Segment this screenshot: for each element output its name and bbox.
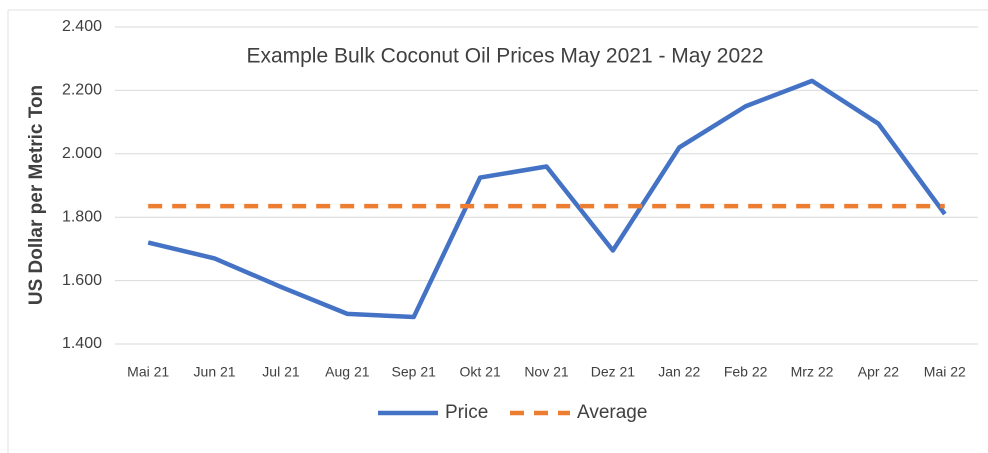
x-tick-label: Dez 21 — [591, 364, 636, 380]
line-0 — [147, 78, 947, 320]
y-tick-label: 1.600 — [62, 272, 102, 289]
y-axis-label: US Dollar per Metric Ton — [26, 85, 47, 305]
y-tick-label: 2.200 — [62, 82, 102, 99]
y-tick-label: 2.400 — [62, 18, 102, 35]
x-tick-label: Mai 21 — [127, 364, 169, 380]
y-tick-label: 1.800 — [62, 208, 102, 225]
x-tick-label: Sep 21 — [392, 364, 437, 380]
y-tick-label: 1.400 — [62, 335, 102, 352]
x-tick-label: Jan 22 — [658, 364, 700, 380]
x-tick-label: Jul 21 — [262, 364, 300, 380]
x-tick-label: Mai 22 — [924, 364, 966, 380]
x-tick-label: Nov 21 — [524, 364, 569, 380]
legend-label: Price — [445, 402, 488, 423]
legend-label: Average — [577, 402, 647, 423]
x-tick-label: Feb 22 — [724, 364, 768, 380]
x-tick-label: Mrz 22 — [791, 364, 834, 380]
y-tick-label: 2.000 — [62, 145, 102, 162]
x-tick-label: Okt 21 — [459, 364, 500, 380]
chart-title: Example Bulk Coconut Oil Prices May 2021… — [246, 45, 763, 68]
x-tick-label: Aug 21 — [325, 364, 370, 380]
x-tick-label: Apr 22 — [858, 364, 899, 380]
x-tick-label: Jun 21 — [194, 364, 236, 380]
